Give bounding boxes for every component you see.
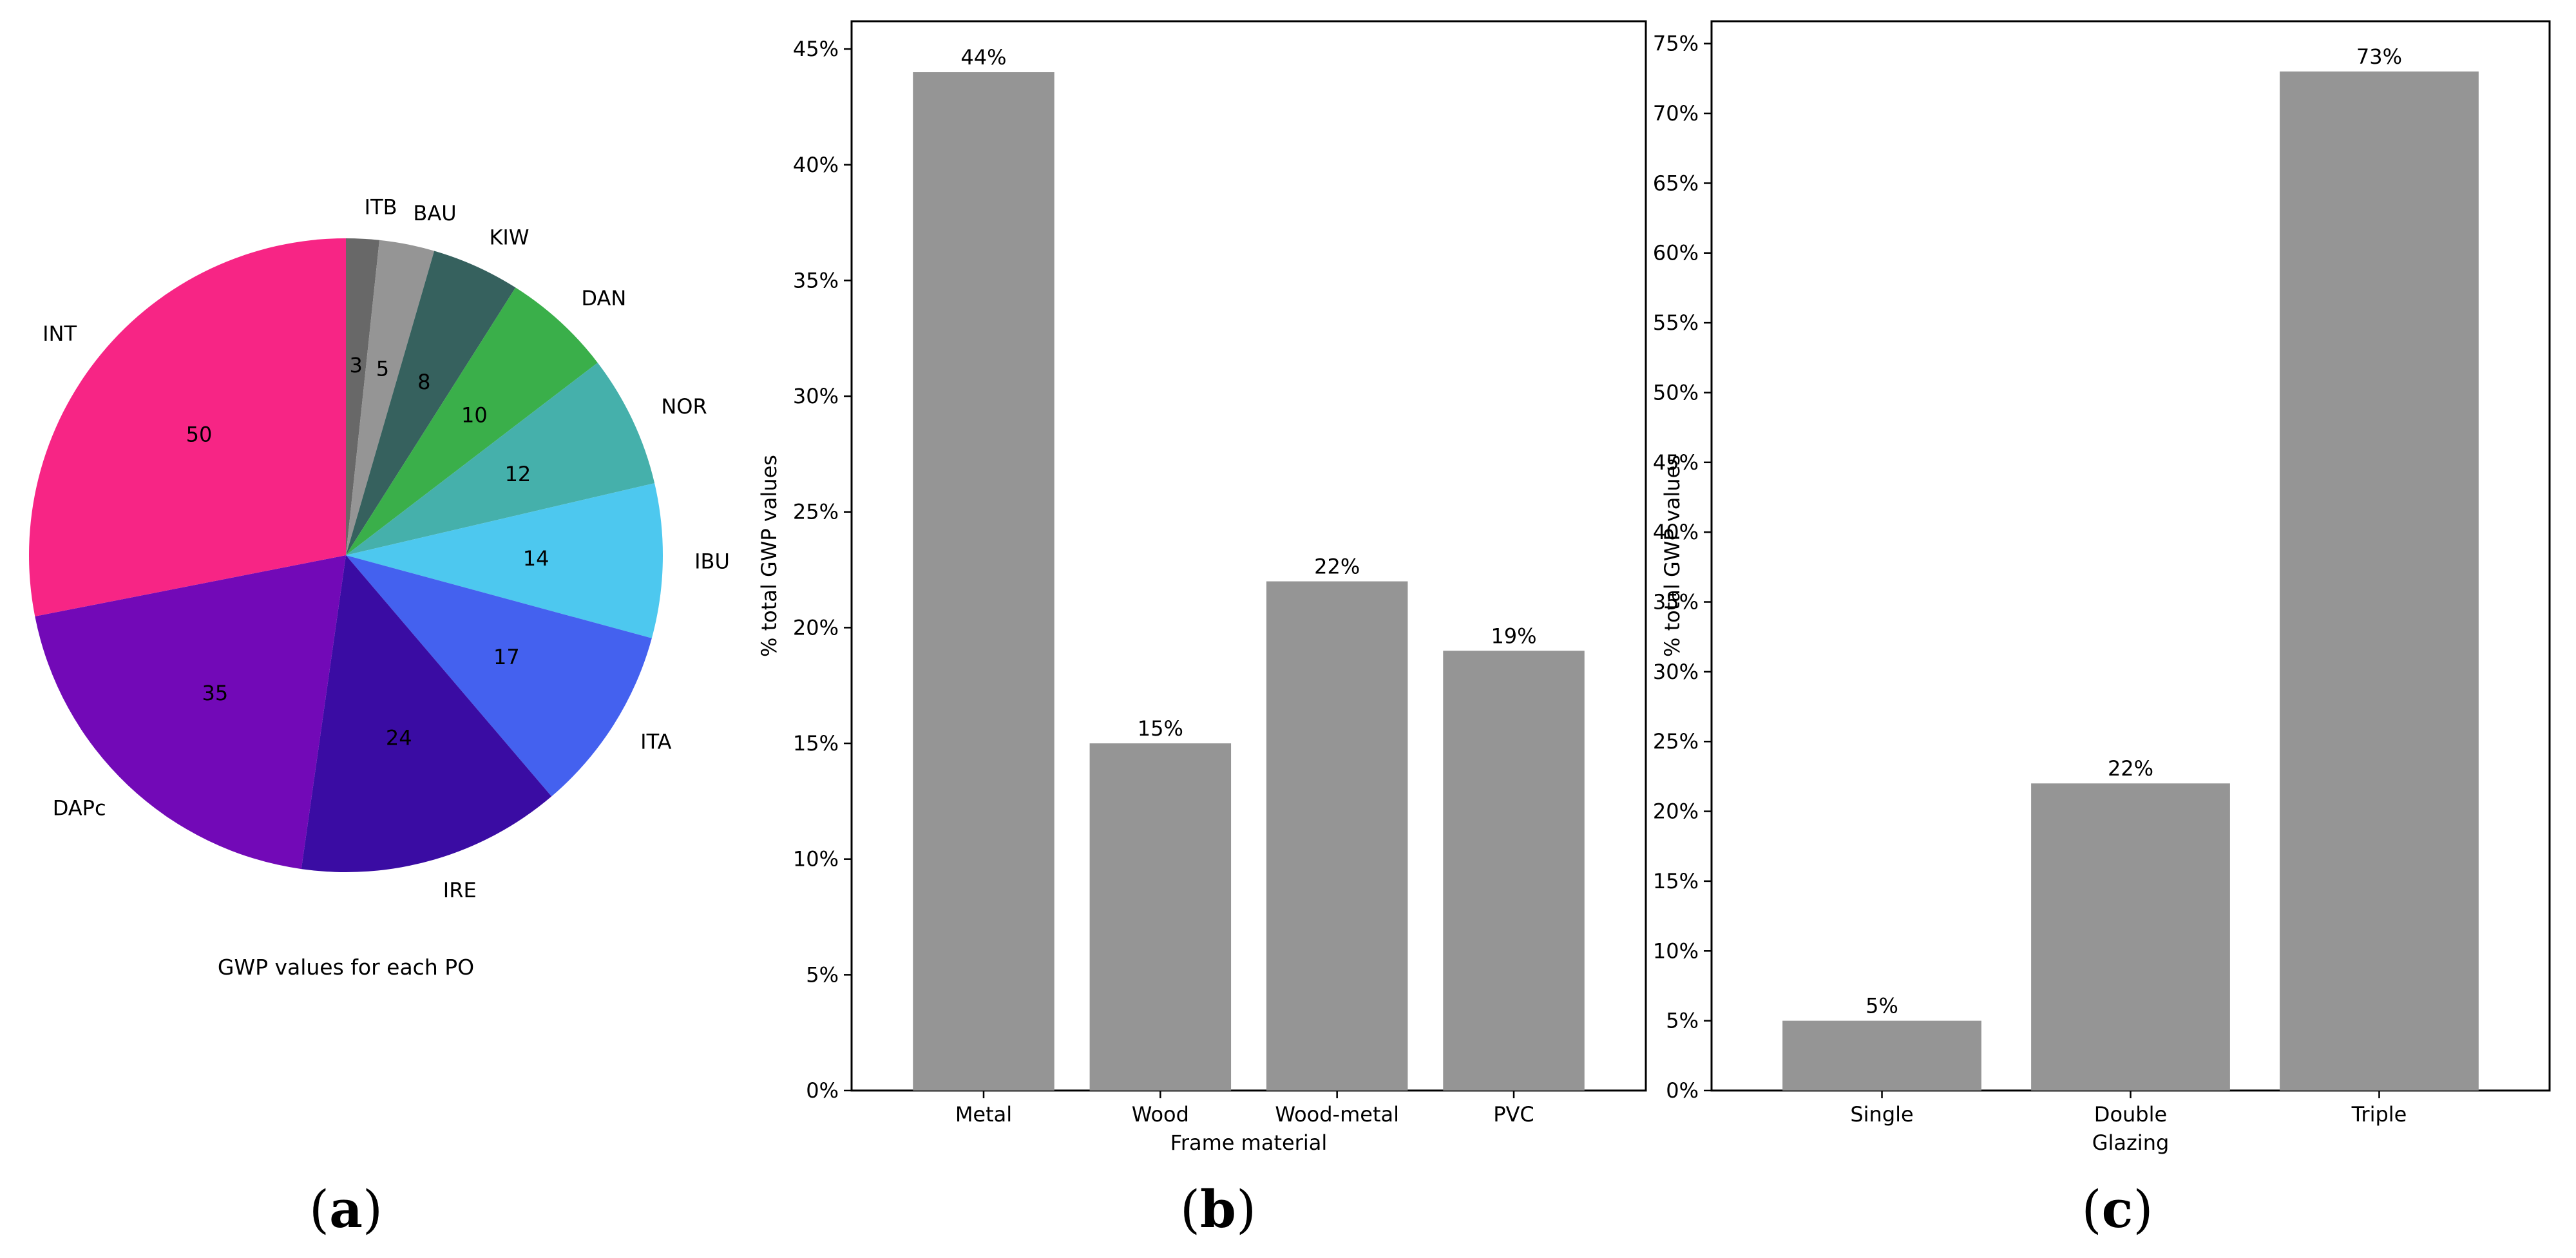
bar-value-label-double: 22% bbox=[2108, 756, 2153, 781]
bar-value-label-triple: 73% bbox=[2356, 44, 2402, 69]
x-tick-label-pvc: PVC bbox=[1493, 1102, 1534, 1127]
pie-slice-int bbox=[28, 238, 346, 616]
x-tick-label-double: Double bbox=[2094, 1102, 2167, 1127]
pie-value-nor: 12 bbox=[505, 462, 531, 486]
y-tick-label: 0% bbox=[1666, 1078, 1699, 1103]
y-tick-label: 5% bbox=[806, 962, 839, 987]
y-tick-label: 50% bbox=[1653, 380, 1699, 405]
y-tick-label: 30% bbox=[1653, 660, 1699, 684]
pie-label-ita: ITA bbox=[640, 730, 672, 754]
plot-frame bbox=[850, 20, 1647, 1092]
pie-caption: GWP values for each PO bbox=[218, 955, 474, 980]
y-tick-label: 60% bbox=[1653, 241, 1699, 265]
y-tick-label: 75% bbox=[1653, 32, 1699, 56]
x-tick-label-wood: Wood bbox=[1132, 1102, 1189, 1127]
x-tick-label-metal: Metal bbox=[955, 1102, 1012, 1127]
pie-slice-dan bbox=[346, 287, 598, 555]
bar-chart-glazing: 0% 5% 10% 15% 20% 25% 30% 35% 40% 45% 50% 55% 60% 65%… bbox=[1653, 20, 2551, 1155]
y-tick-label: 40% bbox=[793, 153, 839, 177]
y-tick-label: 0% bbox=[806, 1078, 839, 1103]
bar-value-label-pvc: 19% bbox=[1491, 624, 1536, 648]
pie-label-dapc: DAPc bbox=[53, 796, 106, 821]
pie-label-int: INT bbox=[43, 321, 77, 346]
bar-value-label-wood: 15% bbox=[1138, 716, 1183, 741]
bar-value-label-single: 5% bbox=[1865, 994, 1898, 1018]
pie-label-bau: BAU bbox=[413, 201, 456, 225]
y-tick-label: 25% bbox=[1653, 729, 1699, 754]
y-axis-label: % total GWP values bbox=[1660, 455, 1684, 657]
x-tick-label-wood-metal: Wood-metal bbox=[1275, 1102, 1399, 1127]
pie-slice-ire bbox=[301, 555, 552, 872]
bar-wood-metal bbox=[1266, 581, 1408, 1091]
y-tick-label: 35% bbox=[1653, 590, 1699, 615]
x-axis-label: Frame material bbox=[1170, 1130, 1327, 1155]
y-tick-label: 5% bbox=[1666, 1009, 1699, 1033]
pie-value-dan: 10 bbox=[461, 403, 488, 427]
pie-value-dapc: 35 bbox=[202, 681, 229, 705]
pie-slice-bau bbox=[346, 240, 435, 555]
y-tick-label: 15% bbox=[793, 731, 839, 756]
bar-wood bbox=[1089, 743, 1232, 1091]
pie-value-ire: 24 bbox=[386, 726, 412, 750]
y-axis-label: % total GWP values bbox=[757, 455, 781, 657]
pie-label-ibu: IBU bbox=[694, 549, 730, 574]
bar-triple bbox=[2280, 71, 2479, 1091]
y-tick-label: 65% bbox=[1653, 171, 1699, 195]
y-tick-label: 15% bbox=[1653, 869, 1699, 893]
y-tick-label: 35% bbox=[793, 268, 839, 292]
x-tick-label-triple: Triple bbox=[2351, 1102, 2407, 1127]
bar-value-label-metal: 44% bbox=[960, 45, 1006, 70]
panel-label-a: (a) bbox=[309, 1179, 383, 1239]
y-tick-label: 45% bbox=[1653, 450, 1699, 475]
pie-value-int: 50 bbox=[186, 422, 213, 446]
pie-slice-dapc bbox=[35, 555, 347, 870]
y-tick-label: 10% bbox=[1653, 939, 1699, 963]
bar-metal bbox=[913, 72, 1054, 1091]
pie-slice-nor bbox=[346, 363, 655, 555]
pie-chart-gwp-per-po: 3 ITB 5 BAU 8 KIW 10 DAN 12 NOR 14 IBU 17 ITA 24 IRE 35 D… bbox=[28, 195, 730, 902]
pie-value-bau: 5 bbox=[376, 356, 389, 381]
y-tick-label: 10% bbox=[793, 847, 839, 872]
y-tick-label: 55% bbox=[1653, 310, 1699, 335]
y-tick-label: 45% bbox=[793, 37, 839, 61]
bar-double bbox=[2031, 783, 2230, 1091]
pie-label-nor: NOR bbox=[661, 394, 707, 419]
pie-label-ire: IRE bbox=[443, 878, 477, 902]
x-axis-label: Glazing bbox=[2092, 1130, 2170, 1155]
bar-pvc bbox=[1443, 651, 1585, 1091]
y-tick-label: 20% bbox=[1653, 799, 1699, 824]
pie-slice-itb bbox=[346, 238, 380, 555]
x-tick-label-single: Single bbox=[1850, 1102, 1913, 1127]
pie-value-kiw: 8 bbox=[417, 370, 430, 394]
y-tick-label: 30% bbox=[793, 384, 839, 408]
pie-slice-ibu bbox=[346, 483, 663, 638]
pie-label-kiw: KIW bbox=[489, 225, 529, 250]
y-tick-label: 20% bbox=[793, 615, 839, 640]
y-tick-label: 40% bbox=[1653, 520, 1699, 544]
y-tick-label: 70% bbox=[1653, 101, 1699, 126]
pie-value-ibu: 14 bbox=[523, 546, 549, 571]
pie-label-dan: DAN bbox=[581, 286, 626, 310]
pie-slice-ita bbox=[346, 555, 652, 797]
pie-label-itb: ITB bbox=[365, 195, 397, 220]
y-tick-label: 25% bbox=[793, 500, 839, 524]
bar-value-label-wood-metal: 22% bbox=[1314, 555, 1360, 579]
pie-value-itb: 3 bbox=[349, 353, 362, 377]
bar-chart-frame-material: 0% 5% 10% 15% 20% 25% 30% 35% 40% 45% 44% Metal 15% W… bbox=[757, 20, 1647, 1155]
pie-slice-kiw bbox=[346, 251, 516, 555]
panel-label-c: (c) bbox=[2081, 1179, 2153, 1239]
bar-single bbox=[1782, 1020, 1981, 1091]
pie-value-ita: 17 bbox=[493, 645, 520, 669]
panel-label-b: (b) bbox=[1179, 1179, 1257, 1239]
